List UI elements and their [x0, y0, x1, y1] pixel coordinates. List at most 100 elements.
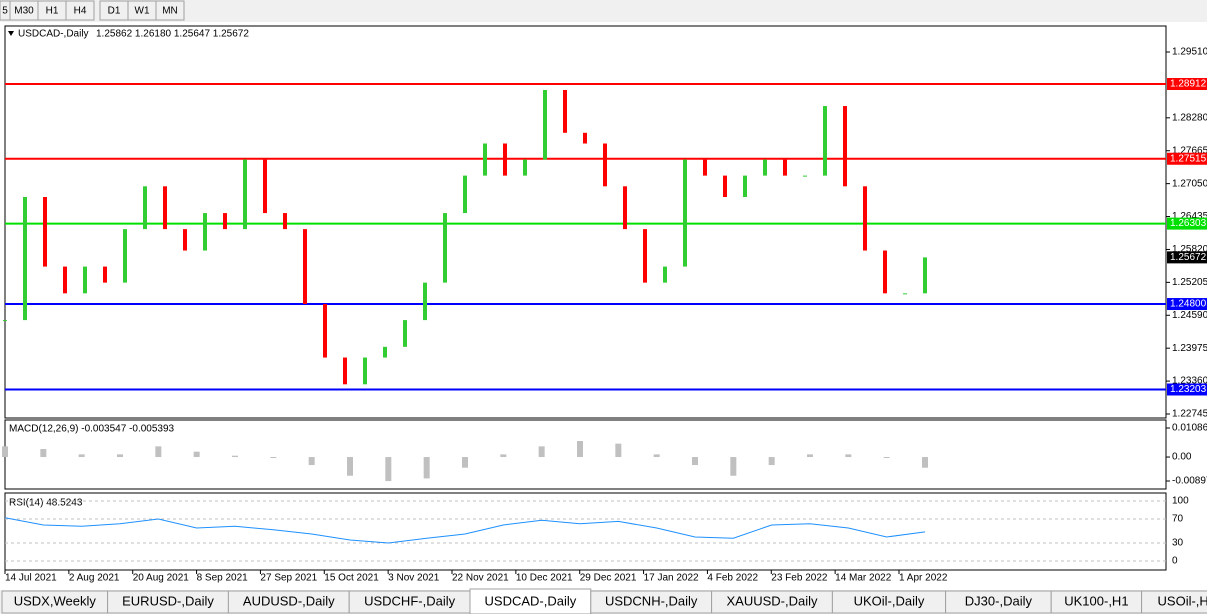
y-tick-label: 1.25820 [1172, 244, 1207, 255]
x-tick-label: 8 Sep 2021 [197, 573, 249, 584]
macd-bar [730, 457, 737, 476]
candle [643, 229, 647, 283]
macd-bar [155, 446, 162, 458]
tab-label: USDCAD-,Daily [485, 593, 577, 608]
y-tick-label: 1.22745 [1172, 409, 1207, 420]
candle [903, 293, 907, 295]
macd-bar [232, 455, 238, 458]
current-label: 1.25672 [1170, 252, 1207, 263]
macd-bar [78, 454, 85, 458]
candle [483, 143, 487, 176]
level-label: 1.27515 [1170, 153, 1207, 164]
level-label: 1.24800 [1170, 299, 1207, 310]
candle [583, 132, 587, 144]
candle [403, 320, 407, 347]
toolbar-button[interactable] [155, 0, 185, 21]
main-panel [4, 25, 1167, 419]
candle [143, 186, 147, 230]
candle [443, 213, 447, 283]
candle [463, 175, 467, 214]
level-tag [1167, 152, 1207, 165]
toolbar-button[interactable] [65, 0, 95, 21]
y-tick-label: 1.27050 [1172, 178, 1207, 189]
candle [163, 186, 167, 230]
toolbar-button-label: D1 [108, 6, 121, 17]
macd-bar [385, 457, 392, 482]
macd-bar [692, 457, 698, 466]
tab-label: USDCHF-,Daily [364, 593, 456, 608]
y-tick-label: 1.24590 [1172, 310, 1207, 321]
candle [343, 357, 347, 385]
candle [823, 106, 827, 176]
level-label: 1.26303 [1170, 218, 1207, 229]
x-tick-label: 14 Mar 2022 [835, 573, 892, 584]
y-tick-label: 30 [1172, 538, 1184, 549]
toolbar-button-label: 5 [2, 6, 8, 17]
tab-label: AUDUSD-,Daily [243, 593, 335, 608]
y-tick-label: 1.26435 [1172, 211, 1207, 222]
macd-bar [117, 454, 123, 458]
level-tag [1167, 383, 1207, 396]
tab-label: XAUUSD-,Daily [726, 593, 818, 608]
candle [763, 159, 767, 176]
candle [183, 229, 187, 251]
macd-bar [500, 454, 507, 458]
candle [123, 229, 127, 283]
tab-label: USDCNH-,Daily [605, 593, 698, 608]
candle [523, 159, 527, 176]
candle [683, 159, 687, 267]
x-tick-label: 2 Aug 2021 [69, 573, 120, 584]
candle [623, 186, 627, 230]
tab-label: UKOil-,Daily [854, 593, 925, 608]
y-tick-label: 100 [1172, 496, 1189, 507]
macd-bar [40, 449, 47, 458]
macd-bar [538, 446, 545, 458]
x-tick-label: 4 Feb 2022 [707, 573, 758, 584]
level-tag [1167, 298, 1207, 311]
ohlc: 1.25862 1.26180 1.25647 1.25672 [96, 29, 249, 40]
candle [783, 159, 787, 176]
y-tick-label: 0 [1172, 556, 1178, 567]
macd-bar [615, 443, 622, 458]
macd-bar [653, 454, 660, 458]
x-tick-label: 23 Feb 2022 [771, 573, 828, 584]
macd-bar [845, 454, 852, 458]
y-tick-label: 1.23360 [1172, 376, 1207, 387]
x-tick-label: 10 Dec 2021 [516, 573, 573, 584]
tab-label: USDX,Weekly [14, 593, 97, 608]
macd-bar [193, 451, 200, 458]
menu-arrow [8, 31, 14, 36]
x-tick-label: 20 Aug 2021 [133, 573, 190, 584]
candle [883, 250, 887, 294]
toolbar-button-label: W1 [135, 6, 150, 17]
toolbar-button-label: M30 [14, 6, 34, 17]
level-label: 1.23203 [1170, 384, 1207, 395]
rsi-line [4, 517, 926, 544]
macd-bar [270, 457, 277, 459]
candle [43, 197, 47, 267]
candle [383, 346, 387, 358]
candle [803, 175, 807, 177]
current-tag [1167, 251, 1207, 264]
candle [423, 282, 427, 321]
macd-bar [922, 457, 928, 468]
candle [63, 266, 67, 294]
candle [3, 320, 7, 322]
y-tick-label: 0.010869 [1172, 423, 1207, 434]
macd-bar [807, 454, 813, 458]
toolbar-button-label: H4 [74, 6, 87, 17]
y-tick-label: -0.008971 [1172, 476, 1207, 487]
x-tick-label: 22 Nov 2021 [452, 573, 509, 584]
candle [223, 213, 227, 230]
candle [363, 357, 367, 385]
candle [103, 266, 107, 283]
y-tick-label: 1.29510 [1172, 47, 1207, 58]
macd-bar [423, 457, 430, 479]
candle [83, 266, 87, 294]
tab[interactable] [1141, 590, 1207, 614]
tab-label: USOil-,H1 [1158, 593, 1207, 608]
macd-bar [308, 457, 315, 466]
x-tick-label: 15 Oct 2021 [324, 573, 379, 584]
